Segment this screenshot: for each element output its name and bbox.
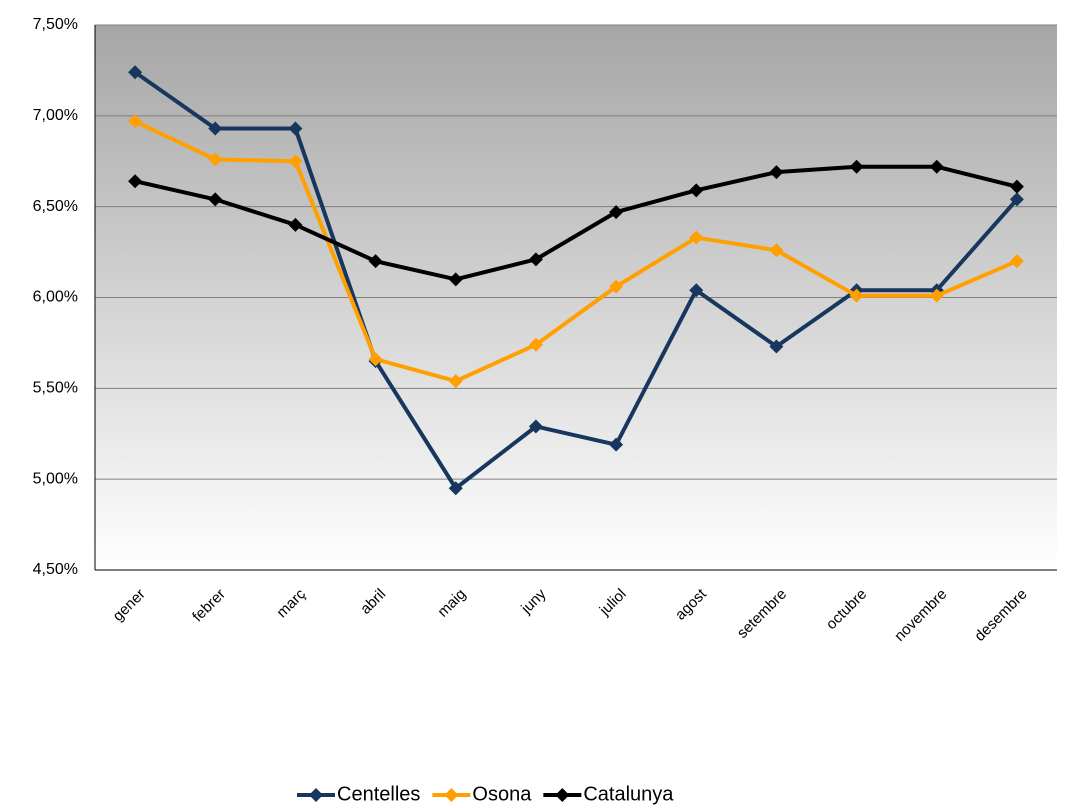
x-tick-label: novembre xyxy=(891,586,950,645)
marker xyxy=(208,192,223,207)
marker xyxy=(769,339,784,354)
marker xyxy=(609,279,624,294)
x-tick-label: juny xyxy=(517,585,550,618)
y-tick-label: 7,50% xyxy=(33,16,78,33)
marker xyxy=(208,121,223,136)
marker xyxy=(128,114,143,129)
legend-label: Catalunya xyxy=(583,783,674,805)
marker xyxy=(288,121,303,136)
marker xyxy=(528,252,543,267)
marker xyxy=(528,337,543,352)
x-tick-label: gener xyxy=(110,586,149,625)
marker xyxy=(288,154,303,169)
marker xyxy=(528,419,543,434)
marker xyxy=(849,159,864,174)
marker xyxy=(769,243,784,258)
marker xyxy=(208,152,223,167)
marker xyxy=(849,288,864,303)
marker xyxy=(609,205,624,220)
marker xyxy=(288,217,303,232)
y-tick-label: 5,00% xyxy=(33,470,78,487)
x-tick-label: desembre xyxy=(971,586,1030,645)
marker xyxy=(368,254,383,269)
marker xyxy=(368,352,383,367)
x-tick-label: maig xyxy=(434,586,469,621)
y-tick-label: 7,00% xyxy=(33,107,78,124)
marker xyxy=(448,374,463,389)
marker xyxy=(929,288,944,303)
x-tick-label: juliol xyxy=(596,586,630,620)
legend-marker xyxy=(555,788,570,802)
y-tick-label: 5,50% xyxy=(33,380,78,397)
line xyxy=(134,164,1018,282)
line xyxy=(133,70,1019,491)
x-tick-label: abril xyxy=(357,586,389,618)
marker xyxy=(689,230,704,245)
marker xyxy=(609,437,624,452)
y-tick-label: 6,50% xyxy=(33,198,78,215)
marker xyxy=(689,283,704,298)
marker xyxy=(929,159,944,174)
line xyxy=(134,119,1018,384)
marker xyxy=(1009,192,1024,207)
marker xyxy=(128,174,143,189)
y-tick-label: 6,00% xyxy=(33,289,78,306)
marker xyxy=(1009,179,1024,194)
marker xyxy=(1009,254,1024,269)
marker xyxy=(769,165,784,180)
marker xyxy=(448,481,463,496)
x-tick-label: octubre xyxy=(823,586,870,633)
x-tick-label: setembre xyxy=(734,586,790,642)
legend-marker xyxy=(309,788,323,802)
y-tick-label: 4,50% xyxy=(33,561,78,578)
x-tick-label: març xyxy=(273,585,309,621)
legend-label: Centelles xyxy=(337,783,420,805)
legend-label: Osona xyxy=(472,783,532,805)
x-tick-label: febrer xyxy=(189,586,229,626)
marker xyxy=(128,65,143,80)
marker xyxy=(448,272,463,287)
marker xyxy=(689,183,704,198)
legend-marker xyxy=(444,788,459,802)
x-tick-label: agost xyxy=(672,585,711,624)
